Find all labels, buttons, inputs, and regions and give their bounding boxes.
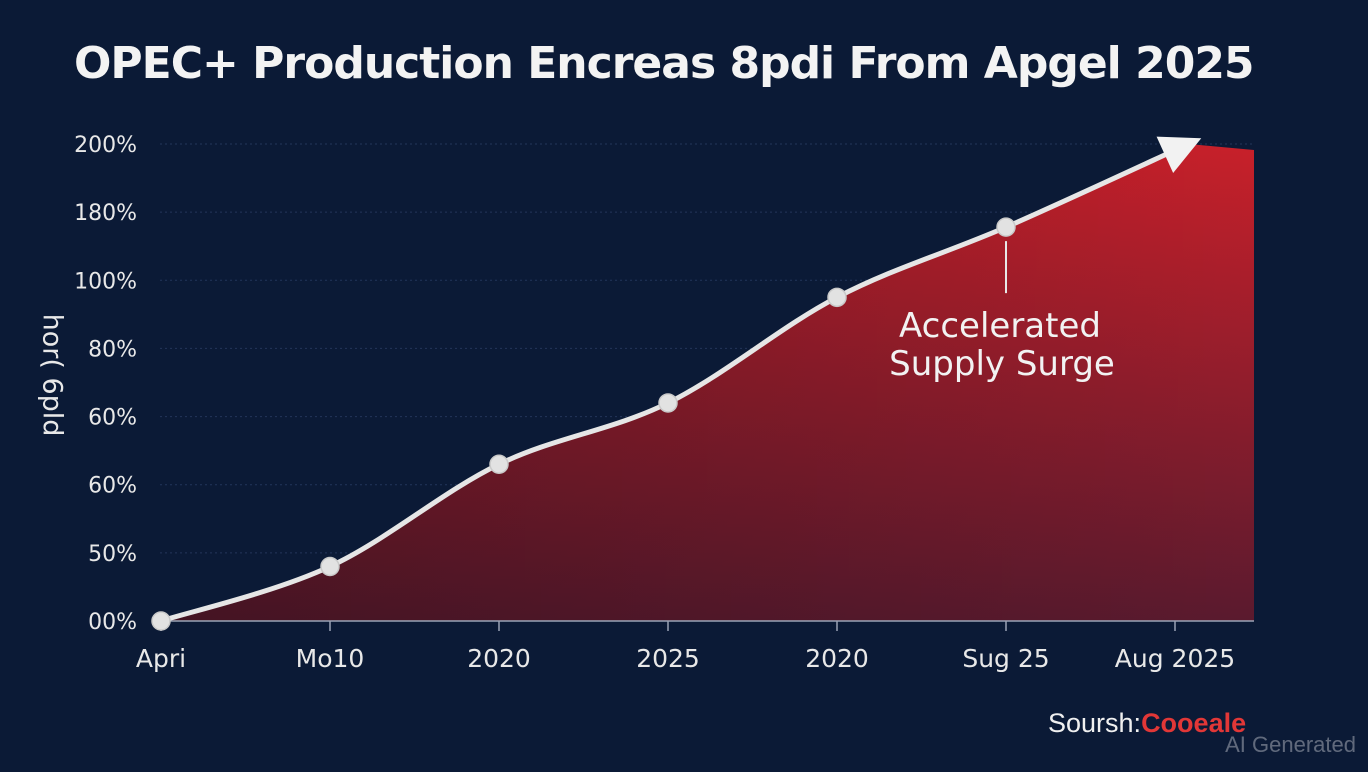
y-tick-label: 80%: [88, 337, 137, 362]
x-tick-label: Apri: [136, 644, 186, 673]
data-point: [658, 393, 678, 413]
chart-title: OPEC+ Production Encreas 8pdi From Apgel…: [74, 38, 1255, 89]
source-credit: Soursh:Cooeale: [1048, 708, 1246, 739]
marker-layer: [151, 217, 1016, 631]
axis-layer: 00% 50% 60% 60% 80% 100% 180% 200% Apri Mo10 2020 2…: [74, 133, 1254, 673]
y-tick-label: 100%: [74, 269, 137, 294]
y-tick-label: 200%: [74, 133, 137, 158]
data-point: [489, 454, 509, 475]
data-point: [151, 611, 171, 631]
y-tick-label: 50%: [88, 542, 137, 567]
data-point: [996, 217, 1016, 237]
x-tick-label: 2025: [636, 644, 700, 673]
annotation-text-line1: Accelerated: [899, 306, 1101, 346]
data-point: [320, 556, 340, 577]
y-tick-label: 00%: [88, 610, 137, 635]
y-tick-label: 60%: [88, 474, 137, 499]
arrowhead: [1156, 136, 1202, 173]
x-tick-label: 2020: [467, 644, 531, 673]
x-tick-label: 2020: [805, 644, 869, 673]
y-tick-label: 60%: [88, 406, 137, 431]
x-tick-label: Aug 2025: [1115, 644, 1235, 673]
annotation-text-line2: Supply Surge: [889, 344, 1115, 384]
x-tick-label: Sug 25: [962, 644, 1049, 673]
y-axis-label: hor( 6pld: [36, 313, 68, 437]
y-tick-label: 180%: [74, 201, 137, 226]
x-tick-label: Mo10: [296, 644, 365, 673]
source-prefix: Soursh:: [1048, 708, 1142, 738]
watermark: AI Generated: [1225, 732, 1356, 757]
data-point: [827, 287, 847, 308]
source-brand: Cooeale: [1141, 708, 1247, 738]
